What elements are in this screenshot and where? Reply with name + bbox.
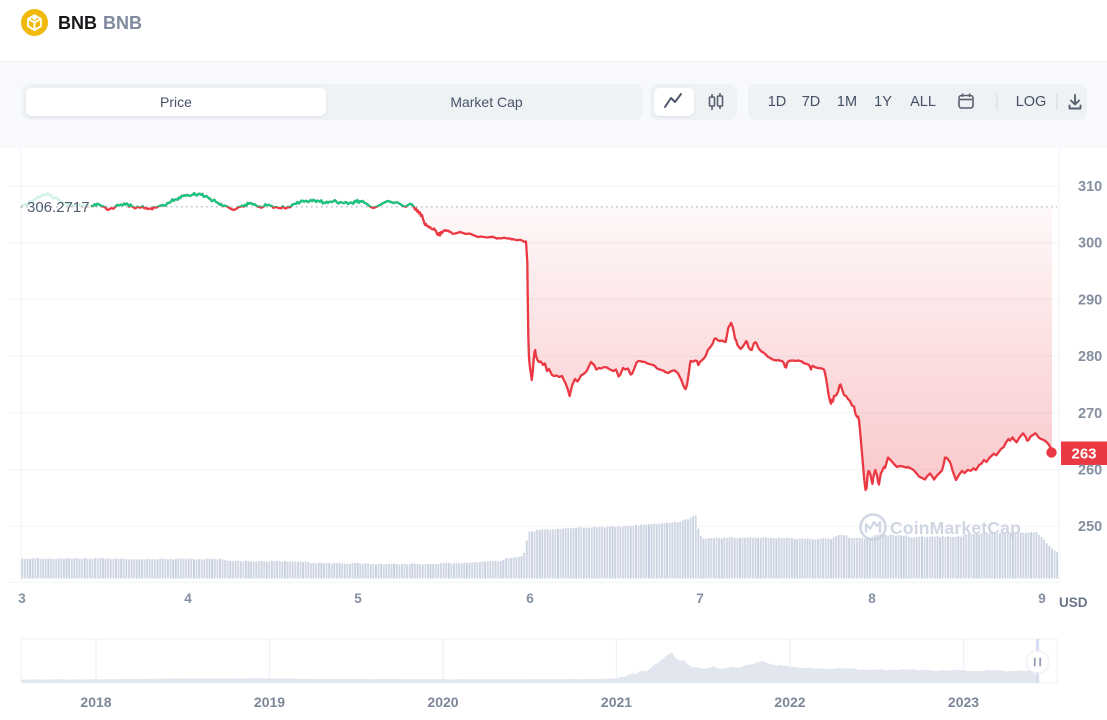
svg-text:263: 263	[1071, 446, 1096, 463]
svg-text:290: 290	[1078, 292, 1102, 308]
svg-text:2020: 2020	[427, 694, 458, 710]
svg-text:250: 250	[1078, 519, 1102, 535]
svg-text:2021: 2021	[601, 694, 632, 710]
svg-text:306.2717: 306.2717	[27, 199, 90, 216]
svg-text:2018: 2018	[80, 694, 111, 710]
svg-text:6: 6	[526, 591, 534, 606]
svg-text:4: 4	[184, 591, 192, 606]
svg-text:USD: USD	[1059, 595, 1088, 610]
svg-text:CoinMarketCap: CoinMarketCap	[890, 518, 1021, 538]
svg-text:260: 260	[1078, 463, 1102, 479]
svg-text:280: 280	[1078, 349, 1102, 365]
svg-text:270: 270	[1078, 406, 1102, 422]
svg-text:5: 5	[354, 591, 362, 606]
svg-text:310: 310	[1078, 179, 1102, 195]
svg-text:7: 7	[696, 591, 704, 606]
svg-text:9: 9	[1038, 591, 1046, 606]
svg-text:2022: 2022	[774, 694, 805, 710]
svg-text:8: 8	[868, 591, 876, 606]
svg-text:3: 3	[18, 591, 26, 606]
svg-text:300: 300	[1078, 236, 1102, 252]
svg-text:2019: 2019	[254, 694, 285, 710]
svg-text:2023: 2023	[948, 694, 979, 710]
